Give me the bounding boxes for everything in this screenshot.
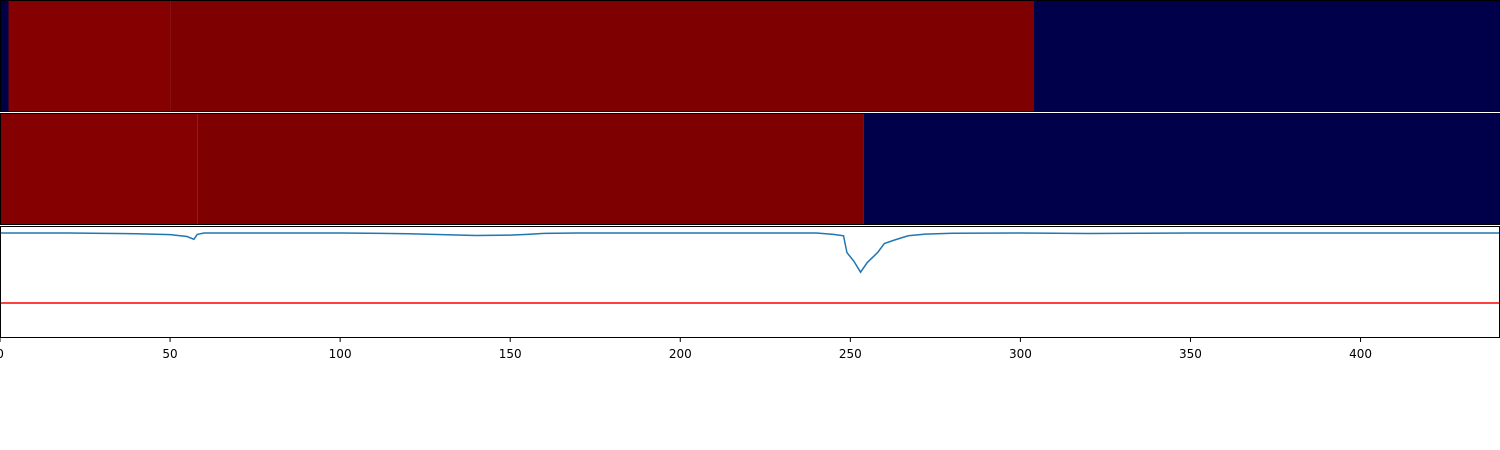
heatmap-cell-top-1 bbox=[8, 0, 171, 112]
x-tick-label: 0 bbox=[0, 347, 4, 361]
series-line bbox=[0, 232, 1500, 274]
x-tick-label: 400 bbox=[1349, 347, 1372, 361]
x-tick-label: 150 bbox=[499, 347, 522, 361]
x-tick-label: 300 bbox=[1009, 347, 1032, 361]
x-tick-label: 200 bbox=[669, 347, 692, 361]
plot-background bbox=[0, 226, 1500, 338]
heatmap-cell-middle-2 bbox=[863, 113, 1500, 225]
heatmap-cell-top-3 bbox=[1034, 0, 1500, 112]
x-axis: 0 50 100 150 200 250 300 350 400 bbox=[0, 338, 1372, 361]
heatmap-cell-top-0 bbox=[0, 0, 9, 112]
heatmap-cell-middle-0 bbox=[0, 113, 198, 225]
heatmap-panel-top bbox=[0, 0, 1500, 112]
x-tick-label: 350 bbox=[1179, 347, 1202, 361]
heatmap-panel-middle bbox=[0, 113, 1500, 225]
x-tick-label: 100 bbox=[329, 347, 352, 361]
heatmap-cell-middle-1 bbox=[197, 113, 864, 225]
line-panel-bottom bbox=[0, 226, 1500, 338]
heatmap-cell-top-2 bbox=[170, 0, 1035, 112]
x-tick-label: 250 bbox=[839, 347, 862, 361]
x-tick-label: 50 bbox=[162, 347, 177, 361]
